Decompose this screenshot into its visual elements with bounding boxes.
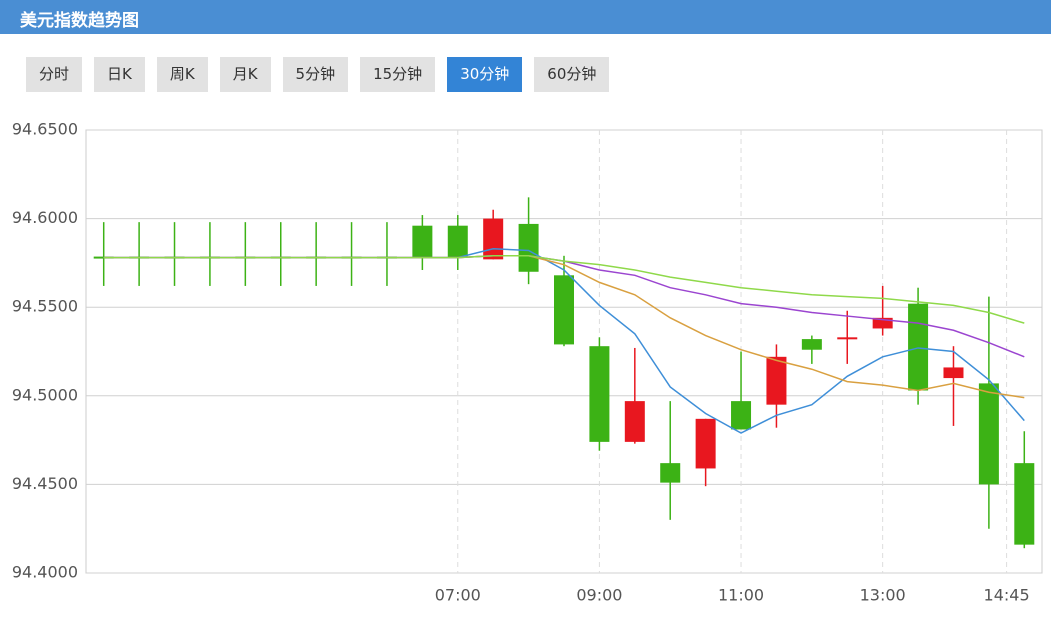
y-tick-label: 94.5500 <box>12 297 78 316</box>
candle-body <box>518 223 539 272</box>
y-tick-label: 94.5000 <box>12 385 78 404</box>
candle-body <box>766 356 787 405</box>
tab[interactable]: 周K <box>156 57 208 92</box>
candle-body <box>731 401 752 430</box>
header-title: 美元指数趋势图 <box>20 11 139 31</box>
tab[interactable]: 30分钟 <box>447 57 523 92</box>
y-tick-label: 94.4000 <box>12 563 78 582</box>
moving-average-line <box>103 255 1025 324</box>
tab-bar: 分时 日K 周K 月K 5分钟 15分钟 30分钟 60分钟 <box>26 57 610 92</box>
candle-body <box>908 303 929 391</box>
candle-body <box>483 218 504 260</box>
y-tick-label: 94.6000 <box>12 208 78 227</box>
candle-body <box>412 225 433 258</box>
candle-body <box>943 367 964 379</box>
tab[interactable]: 分时 <box>26 57 83 92</box>
candle-body <box>660 463 681 483</box>
x-tick-label: 13:00 <box>860 586 906 605</box>
candle-body <box>554 275 574 345</box>
x-tick-label: 11:00 <box>718 586 764 605</box>
x-tick-label: 14:45 <box>984 586 1030 605</box>
tab[interactable]: 15分钟 <box>360 57 436 92</box>
y-tick-label: 94.6500 <box>12 120 78 139</box>
candle-body <box>589 346 610 442</box>
candle-body <box>872 317 893 329</box>
candle-body <box>1014 463 1035 545</box>
y-tick-label: 94.4500 <box>12 474 78 493</box>
candle-body <box>978 383 999 485</box>
candle-body <box>801 339 822 350</box>
candle-body <box>695 418 716 469</box>
x-tick-label: 07:00 <box>435 586 481 605</box>
header: 美元指数趋势图 <box>0 0 1051 34</box>
candle-body <box>624 401 645 442</box>
tab[interactable]: 60分钟 <box>534 57 610 92</box>
x-tick-label: 09:00 <box>576 586 622 605</box>
candle-body <box>447 225 468 258</box>
plot-frame <box>85 129 1043 574</box>
tab[interactable]: 月K <box>219 57 271 92</box>
tab[interactable]: 日K <box>94 57 145 92</box>
tab[interactable]: 5分钟 <box>282 57 349 92</box>
candle-body <box>837 337 858 340</box>
